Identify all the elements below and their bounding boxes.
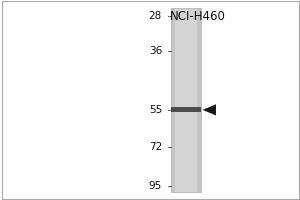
Text: 28: 28 (149, 11, 162, 21)
Text: 95: 95 (149, 181, 162, 191)
Text: NCI-H460: NCI-H460 (170, 10, 226, 23)
Bar (171, 107, 201, 112)
Text: 72: 72 (149, 142, 162, 152)
Text: 36: 36 (149, 46, 162, 56)
Polygon shape (202, 104, 216, 115)
Bar (196, 8, 201, 192)
Bar (171, 8, 175, 192)
Bar (171, 8, 201, 192)
Text: 55: 55 (149, 105, 162, 115)
